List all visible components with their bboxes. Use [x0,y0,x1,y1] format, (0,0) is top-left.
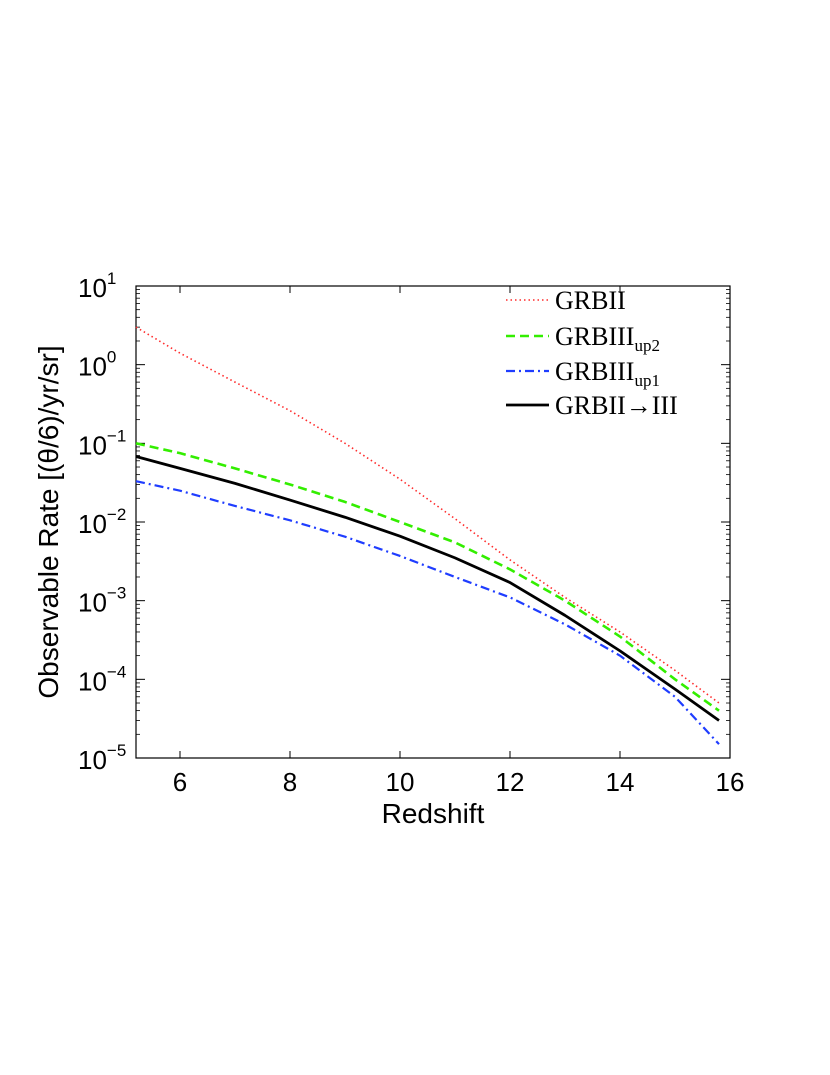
x-tick-label: 10 [386,767,415,797]
y-tick-exponent: −5 [107,741,126,760]
y-tick-exponent: −3 [107,584,126,603]
y-axis-title: Observable Rate [(θ/6)/yr/sr] [33,345,64,698]
y-tick-base: 10 [78,509,107,539]
legend-label-subscript: up2 [634,336,660,355]
series-line-2 [135,442,720,712]
legend-label-main: GRBIII [555,322,634,351]
y-tick-base: 10 [78,430,107,460]
legend-label-3: GRBIIIup1 [555,357,660,390]
y-tick-label: 101 [78,269,116,303]
y-tick-label: 10−1 [78,426,126,460]
series-line-1 [135,326,720,704]
y-tick-base: 10 [78,666,107,696]
series-line-4 [135,455,720,722]
x-tick-label: 16 [716,767,745,797]
y-tick-label: 10−2 [78,505,126,539]
y-tick-base: 10 [78,745,107,775]
y-tick-base: 10 [78,588,107,618]
legend-label-main: GRBII [555,286,626,315]
legend-label-1: GRBII [555,286,626,315]
plot-area [135,285,731,759]
y-tick-label: 10−4 [78,662,126,696]
x-tick-label: 6 [173,767,187,797]
legend-label-4: GRBII→III [555,391,678,420]
y-tick-label: 100 [78,348,116,382]
y-tick-exponent: −2 [107,505,126,524]
x-axis-title: Redshift [382,798,485,829]
legend-label-2: GRBIIIup2 [555,322,660,355]
y-tick-exponent: 0 [107,348,116,367]
y-tick-exponent: −4 [107,662,126,681]
x-tick-label: 12 [496,767,525,797]
y-tick-base: 10 [78,352,107,382]
x-axis: 6 8 10 12 14 16 [173,286,745,797]
y-tick-base: 10 [78,273,107,303]
y-tick-label: 10−5 [78,741,126,775]
x-tick-label: 14 [606,767,635,797]
legend-label-main: GRBIII [555,357,634,386]
y-tick-exponent: −1 [107,426,126,445]
x-tick-label: 8 [283,767,297,797]
series-layer [135,326,720,745]
legend-label-subscript: up1 [634,371,660,390]
y-tick-label: 10−3 [78,584,126,618]
legend-label-main: GRBII→III [555,391,678,420]
y-tick-exponent: 1 [107,269,116,288]
series-line-3 [135,480,720,745]
